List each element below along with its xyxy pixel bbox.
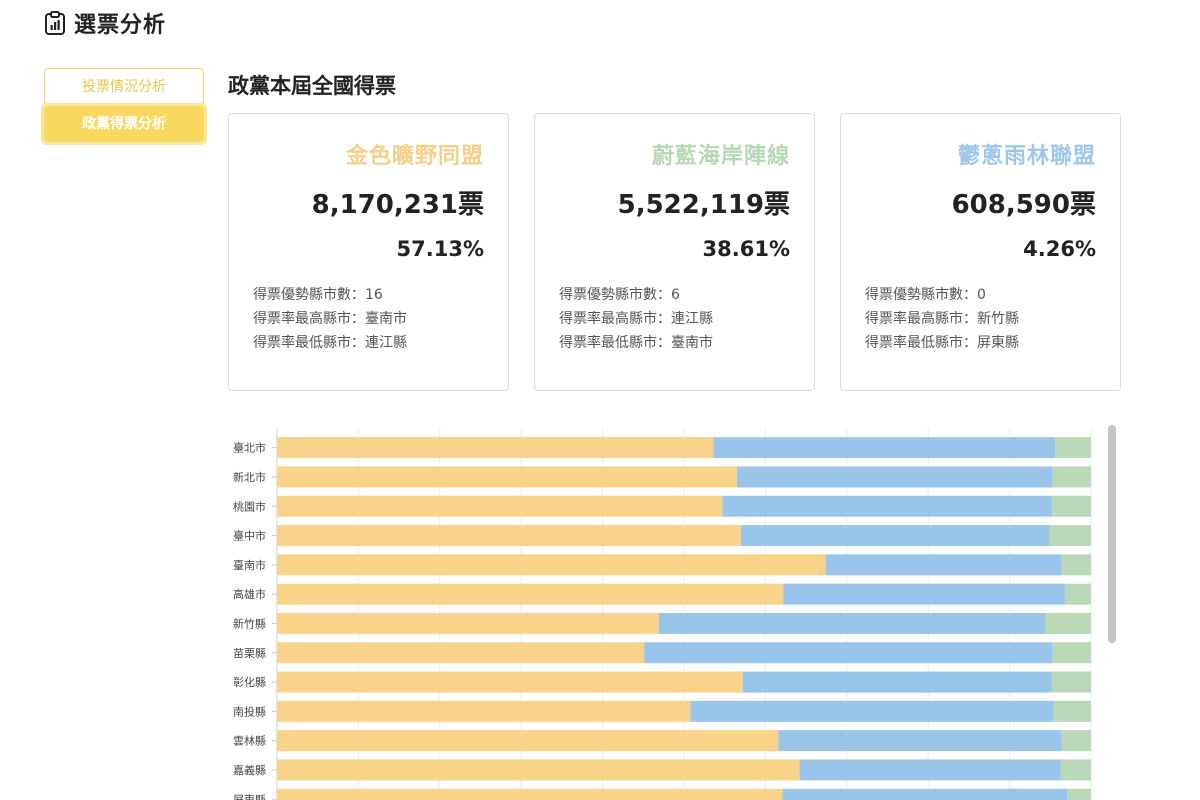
y-tick-label: 臺南市 bbox=[233, 558, 266, 572]
party-stats: 得票優勢縣市數：16 得票率最高縣市：臺南市 得票率最低縣市：連江縣 bbox=[253, 283, 484, 355]
bar-segment-series-1[interactable] bbox=[644, 642, 1053, 663]
bar-segment-series-0[interactable] bbox=[277, 642, 644, 663]
party-name: 金色曠野同盟 bbox=[253, 138, 484, 170]
y-tick-label: 嘉義縣 bbox=[233, 763, 266, 777]
bar-segment-series-0[interactable] bbox=[277, 613, 659, 634]
party-votes: 5,522,119票 bbox=[559, 184, 790, 221]
bar-segment-series-2[interactable] bbox=[1053, 642, 1091, 663]
bar-segment-series-0[interactable] bbox=[277, 789, 782, 800]
bar-segment-series-0[interactable] bbox=[277, 584, 783, 605]
party-stats: 得票優勢縣市數：6 得票率最高縣市：連江縣 得票率最低縣市：臺南市 bbox=[559, 283, 790, 355]
bar-segment-series-2[interactable] bbox=[1052, 672, 1091, 693]
bar-segment-series-1[interactable] bbox=[826, 554, 1062, 575]
bar-segment-series-2[interactable] bbox=[1061, 759, 1091, 780]
y-tick-label: 高雄市 bbox=[233, 587, 266, 601]
bar-segment-series-1[interactable] bbox=[713, 437, 1055, 458]
party-percentage: 4.26% bbox=[865, 237, 1096, 261]
bar-segment-series-2[interactable] bbox=[1053, 466, 1091, 487]
party-card-blue: 蔚藍海岸陣線 5,522,119票 38.61% 得票優勢縣市數：6 得票率最高… bbox=[534, 113, 815, 391]
bar-segment-series-1[interactable] bbox=[722, 496, 1052, 517]
party-votes: 8,170,231票 bbox=[253, 184, 484, 221]
stat-lowest-rate: 得票率最低縣市：屏東縣 bbox=[865, 331, 1096, 355]
chart-scrollbar[interactable] bbox=[1108, 425, 1116, 643]
party-percentage: 38.61% bbox=[559, 237, 790, 261]
y-tick-label: 臺北市 bbox=[233, 441, 266, 455]
bar-segment-series-0[interactable] bbox=[277, 554, 826, 575]
bar-segment-series-0[interactable] bbox=[277, 672, 743, 693]
party-percentage: 57.13% bbox=[253, 237, 484, 261]
stat-advantage-count: 得票優勢縣市數：6 bbox=[559, 283, 790, 307]
bar-segment-series-2[interactable] bbox=[1045, 613, 1091, 634]
bar-segment-series-1[interactable] bbox=[741, 525, 1050, 546]
bar-segment-series-1[interactable] bbox=[737, 466, 1053, 487]
bar-segment-series-1[interactable] bbox=[782, 789, 1067, 800]
y-tick-label: 南投縣 bbox=[233, 704, 266, 718]
bar-segment-series-2[interactable] bbox=[1065, 584, 1091, 605]
bar-segment-series-2[interactable] bbox=[1055, 437, 1091, 458]
party-cards: 金色曠野同盟 8,170,231票 57.13% 得票優勢縣市數：16 得票率最… bbox=[228, 113, 1121, 391]
bar-segment-series-2[interactable] bbox=[1067, 789, 1091, 800]
bar-segment-series-1[interactable] bbox=[691, 701, 1054, 722]
y-tick-label: 新竹縣 bbox=[233, 616, 266, 630]
nav-item-party-votes-analysis[interactable]: 政黨得票分析 bbox=[44, 106, 204, 142]
bar-segment-series-2[interactable] bbox=[1062, 730, 1091, 751]
bar-segment-series-1[interactable] bbox=[743, 672, 1052, 693]
y-tick-label: 彰化縣 bbox=[233, 675, 266, 689]
party-votes: 608,590票 bbox=[865, 184, 1096, 221]
bar-segment-series-0[interactable] bbox=[277, 466, 737, 487]
y-tick-label: 苗栗縣 bbox=[233, 647, 266, 660]
bar-segment-series-2[interactable] bbox=[1062, 554, 1091, 575]
y-tick-label: 桃園市 bbox=[233, 499, 266, 513]
bar-segment-series-1[interactable] bbox=[800, 759, 1061, 780]
bar-segment-series-0[interactable] bbox=[277, 759, 800, 780]
stat-highest-rate: 得票率最高縣市：新竹縣 bbox=[865, 307, 1096, 331]
bar-segment-series-0[interactable] bbox=[277, 701, 691, 722]
stat-lowest-rate: 得票率最低縣市：臺南市 bbox=[559, 331, 790, 355]
y-tick-label: 屏東縣 bbox=[233, 793, 266, 800]
y-tick-label: 新北市 bbox=[233, 470, 266, 484]
party-name: 鬱蔥雨林聯盟 bbox=[865, 138, 1096, 170]
bar-segment-series-2[interactable] bbox=[1052, 496, 1091, 517]
nav-item-voting-analysis[interactable]: 投票情況分析 bbox=[44, 68, 204, 104]
bar-segment-series-1[interactable] bbox=[783, 584, 1065, 605]
bar-segment-series-0[interactable] bbox=[277, 525, 741, 546]
party-stats: 得票優勢縣市數：0 得票率最高縣市：新竹縣 得票率最低縣市：屏東縣 bbox=[865, 283, 1096, 355]
bar-segment-series-1[interactable] bbox=[778, 730, 1061, 751]
county-vote-chart: 臺北市新北市桃園市臺中市臺南市高雄市新竹縣苗栗縣彰化縣南投縣雲林縣嘉義縣屏東縣 bbox=[228, 425, 1118, 800]
stat-advantage-count: 得票優勢縣市數：16 bbox=[253, 283, 484, 307]
page-title: 選票分析 bbox=[74, 7, 166, 39]
section-title: 政黨本屆全國得票 bbox=[228, 70, 396, 100]
bar-segment-series-0[interactable] bbox=[277, 496, 722, 517]
side-nav: 投票情況分析 政黨得票分析 bbox=[44, 68, 204, 142]
bar-segment-series-2[interactable] bbox=[1049, 525, 1091, 546]
stat-highest-rate: 得票率最高縣市：連江縣 bbox=[559, 307, 790, 331]
party-name: 蔚藍海岸陣線 bbox=[559, 138, 790, 170]
app-header: 選票分析 bbox=[44, 8, 166, 38]
bar-segment-series-0[interactable] bbox=[277, 437, 713, 458]
stat-advantage-count: 得票優勢縣市數：0 bbox=[865, 283, 1096, 307]
party-card-green: 鬱蔥雨林聯盟 608,590票 4.26% 得票優勢縣市數：0 得票率最高縣市：… bbox=[840, 113, 1121, 391]
stat-lowest-rate: 得票率最低縣市：連江縣 bbox=[253, 331, 484, 355]
bar-segment-series-0[interactable] bbox=[277, 730, 778, 751]
stat-highest-rate: 得票率最高縣市：臺南市 bbox=[253, 307, 484, 331]
party-card-gold: 金色曠野同盟 8,170,231票 57.13% 得票優勢縣市數：16 得票率最… bbox=[228, 113, 509, 391]
y-tick-label: 臺中市 bbox=[233, 529, 266, 543]
clipboard-chart-icon bbox=[44, 11, 66, 35]
y-tick-label: 雲林縣 bbox=[233, 734, 266, 748]
bar-segment-series-1[interactable] bbox=[659, 613, 1046, 634]
bar-segment-series-2[interactable] bbox=[1054, 701, 1091, 722]
